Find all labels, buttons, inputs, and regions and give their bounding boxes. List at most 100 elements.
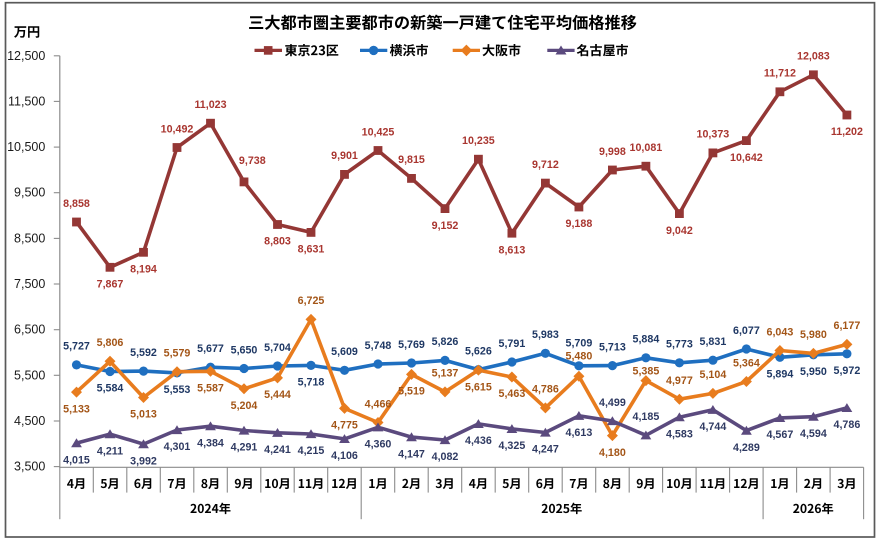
svg-text:5,677: 5,677 (197, 343, 224, 355)
svg-text:6,043: 6,043 (767, 326, 794, 338)
svg-text:5,133: 5,133 (63, 403, 90, 415)
svg-text:5,773: 5,773 (666, 339, 693, 351)
svg-text:5,587: 5,587 (197, 383, 224, 395)
svg-text:5,204: 5,204 (231, 400, 258, 412)
svg-text:4,977: 4,977 (666, 375, 693, 387)
svg-text:5,983: 5,983 (532, 329, 559, 341)
svg-text:4,247: 4,247 (532, 444, 559, 456)
svg-text:4,436: 4,436 (465, 435, 492, 447)
svg-text:5,579: 5,579 (164, 348, 191, 360)
svg-text:5,704: 5,704 (264, 342, 291, 354)
svg-text:10,373: 10,373 (697, 129, 730, 141)
svg-text:8,613: 8,613 (499, 244, 526, 256)
svg-text:6,177: 6,177 (834, 320, 861, 332)
svg-text:5,463: 5,463 (499, 388, 526, 400)
svg-text:5,713: 5,713 (599, 341, 626, 353)
svg-text:10,425: 10,425 (362, 126, 395, 138)
svg-text:5,553: 5,553 (164, 384, 191, 396)
svg-text:7,500: 7,500 (14, 277, 45, 291)
svg-text:9,901: 9,901 (331, 150, 358, 162)
svg-text:4,106: 4,106 (331, 450, 358, 462)
svg-text:4,786: 4,786 (834, 419, 861, 431)
svg-text:5,806: 5,806 (97, 337, 124, 349)
svg-text:5,718: 5,718 (298, 377, 325, 389)
svg-text:5,444: 5,444 (264, 389, 291, 401)
svg-text:5,950: 5,950 (800, 366, 827, 378)
svg-text:8,631: 8,631 (298, 244, 325, 256)
svg-text:4,499: 4,499 (599, 397, 626, 409)
svg-text:4,215: 4,215 (298, 445, 325, 457)
svg-text:4,015: 4,015 (63, 454, 90, 466)
svg-text:4,211: 4,211 (97, 445, 123, 457)
svg-text:4,613: 4,613 (566, 427, 593, 439)
svg-text:4,241: 4,241 (264, 444, 291, 456)
svg-text:9,188: 9,188 (566, 218, 593, 230)
svg-text:10,235: 10,235 (462, 135, 495, 147)
svg-text:5,500: 5,500 (14, 368, 45, 382)
svg-text:4,360: 4,360 (365, 439, 392, 451)
svg-text:5,519: 5,519 (398, 386, 425, 398)
svg-text:5,727: 5,727 (63, 341, 90, 353)
svg-text:8,194: 8,194 (130, 264, 157, 276)
svg-text:4,775: 4,775 (331, 420, 358, 432)
svg-text:4,289: 4,289 (733, 442, 760, 454)
svg-text:5,748: 5,748 (365, 340, 392, 352)
svg-text:11,202: 11,202 (831, 126, 863, 138)
svg-text:4,594: 4,594 (800, 428, 827, 440)
svg-text:5,104: 5,104 (700, 369, 727, 381)
svg-text:4,301: 4,301 (164, 441, 191, 453)
svg-text:8,858: 8,858 (63, 198, 90, 210)
svg-text:4,567: 4,567 (767, 429, 794, 441)
svg-text:9,042: 9,042 (666, 225, 693, 237)
svg-text:3,992: 3,992 (130, 455, 157, 467)
svg-text:9,998: 9,998 (599, 146, 626, 158)
svg-text:5,650: 5,650 (231, 344, 258, 356)
svg-text:6,500: 6,500 (14, 323, 45, 337)
svg-text:9,500: 9,500 (14, 186, 45, 200)
svg-text:5,884: 5,884 (633, 334, 660, 346)
svg-text:5,826: 5,826 (432, 336, 459, 348)
svg-text:5,615: 5,615 (465, 381, 492, 393)
svg-text:8,500: 8,500 (14, 231, 45, 245)
svg-text:7,867: 7,867 (97, 279, 124, 291)
svg-text:4,325: 4,325 (499, 440, 526, 452)
svg-text:5,480: 5,480 (566, 351, 593, 363)
svg-text:4,147: 4,147 (398, 448, 425, 460)
svg-text:4,185: 4,185 (633, 411, 660, 423)
svg-text:5,013: 5,013 (130, 409, 157, 421)
svg-text:11,500: 11,500 (8, 94, 45, 108)
svg-text:9,712: 9,712 (532, 159, 559, 171)
svg-text:5,709: 5,709 (566, 338, 593, 350)
svg-text:4,466: 4,466 (365, 398, 392, 410)
svg-text:4,500: 4,500 (14, 414, 45, 428)
svg-text:5,137: 5,137 (432, 368, 459, 380)
svg-text:10,500: 10,500 (7, 140, 45, 154)
svg-text:5,980: 5,980 (800, 329, 827, 341)
svg-text:4,180: 4,180 (599, 447, 626, 459)
svg-text:6,077: 6,077 (733, 325, 760, 337)
svg-text:3,500: 3,500 (14, 460, 45, 474)
svg-text:5,609: 5,609 (331, 346, 358, 358)
svg-text:12,083: 12,083 (797, 51, 830, 63)
svg-text:10,081: 10,081 (630, 142, 663, 154)
svg-text:9,815: 9,815 (398, 154, 425, 166)
svg-text:5,364: 5,364 (733, 357, 760, 369)
svg-text:12,500: 12,500 (7, 49, 45, 63)
svg-text:5,626: 5,626 (465, 345, 492, 357)
svg-text:11,712: 11,712 (764, 68, 796, 80)
svg-text:4,291: 4,291 (231, 442, 258, 454)
svg-text:5,972: 5,972 (834, 365, 861, 377)
svg-text:5,385: 5,385 (633, 366, 660, 378)
svg-text:9,738: 9,738 (239, 155, 266, 167)
svg-text:5,584: 5,584 (97, 383, 124, 395)
svg-text:4,786: 4,786 (532, 384, 559, 396)
svg-text:4,583: 4,583 (666, 428, 693, 440)
svg-text:5,791: 5,791 (499, 338, 526, 350)
svg-text:11,023: 11,023 (194, 99, 226, 111)
svg-text:8,803: 8,803 (264, 236, 291, 248)
svg-text:4,384: 4,384 (197, 437, 224, 449)
svg-text:4,082: 4,082 (432, 451, 459, 463)
svg-text:6,725: 6,725 (298, 295, 325, 307)
svg-text:5,831: 5,831 (700, 336, 727, 348)
svg-text:4,744: 4,744 (700, 421, 727, 433)
